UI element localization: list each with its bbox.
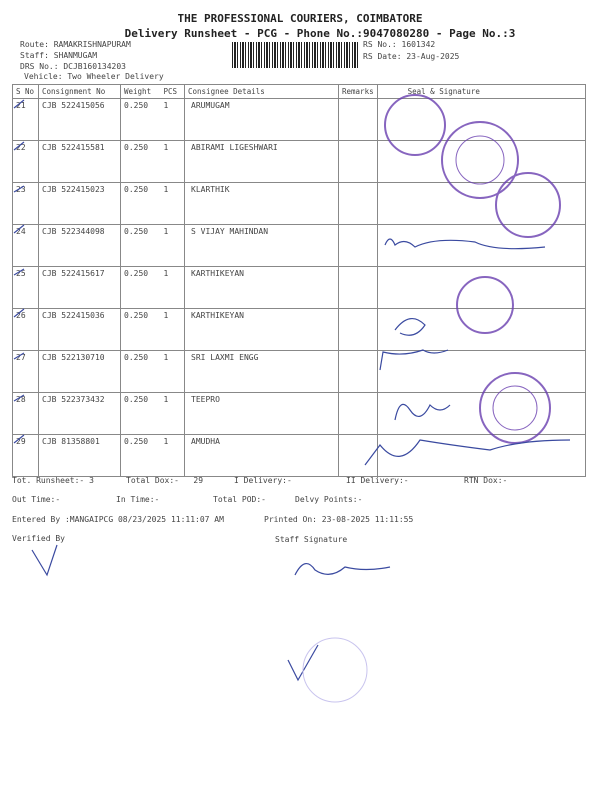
rs-date: RS Date: 23-Aug-2025 <box>363 52 460 61</box>
rs-no: RS No.: 1601342 <box>363 40 436 49</box>
cell-remarks <box>338 140 378 183</box>
runsheet-table: S No Consignment No Weight PCS Consignee… <box>12 84 587 477</box>
barcode <box>232 42 358 68</box>
cell-consignment: CJB 522415056 <box>38 98 121 141</box>
entered-by: Entered By :MANGAIPCG 08/23/2025 11:11:0… <box>12 515 224 524</box>
signature-verified <box>31 544 58 577</box>
cell-consignee: ABIRAMI LIGESHWARI <box>184 140 339 183</box>
cell-consignee: ARUMUGAM <box>184 98 339 141</box>
verified-by: Verified By <box>12 534 65 543</box>
cell-consignment: CJB 81358801 <box>38 434 121 477</box>
cell-seal-signature <box>376 98 587 141</box>
cell-weight: 0.250 <box>120 266 161 309</box>
cell-consignee: KARTHIKEYAN <box>184 308 339 351</box>
cell-weight: 0.250 <box>120 392 161 435</box>
table-row: 23 CJB 522415023 0.250 1 KLARTHIK <box>12 182 587 225</box>
cell-weight: 0.250 <box>120 350 161 393</box>
company-name: THE PROFESSIONAL COURIERS, COIMBATORE <box>177 12 423 25</box>
runsheet-title: Delivery Runsheet - PCG - Phone No.:9047… <box>124 27 516 40</box>
cell-consignee: AMUDHA <box>184 434 339 477</box>
cell-weight: 0.250 <box>120 224 161 267</box>
printed-on: Printed On: 23-08-2025 11:11:55 <box>264 515 414 524</box>
table-row: 27 CJB 522130710 0.250 1 SRI LAXMI ENGG <box>12 350 587 393</box>
delvy-points: Delvy Points:- <box>295 495 363 504</box>
staff: Staff: SHANMUGAM <box>20 51 98 60</box>
cell-consignee: KLARTHIK <box>184 182 339 225</box>
cell-consignee: SRI LAXMI ENGG <box>184 350 339 393</box>
cell-consignment: CJB 522130710 <box>38 350 121 393</box>
stamp-eki-pumps <box>384 94 446 156</box>
table-row: 22 CJB 522415581 0.250 1 ABIRAMI LIGESHWARI <box>12 140 587 183</box>
cell-consignee: KARTHIKEYAN <box>184 266 339 309</box>
cell-consignment: CJB 522415036 <box>38 308 121 351</box>
cell-sno: 23 <box>12 182 39 225</box>
stamp-deekan-industries <box>441 121 519 199</box>
cell-consignee: TEEPRO <box>184 392 339 435</box>
signature-27 <box>379 349 449 371</box>
cell-seal-signature <box>376 350 587 393</box>
tot-runsheet: Tot. Runsheet:- 3 <box>12 476 94 485</box>
cell-weight: 0.250 <box>120 182 161 225</box>
cell-seal-signature <box>376 266 587 309</box>
col-weight: Weight <box>120 84 161 99</box>
col-seal: Seal & Signature <box>376 84 587 99</box>
out-time: Out Time:- <box>12 495 61 504</box>
stamp-security <box>495 172 561 238</box>
total-pod: Total POD:- <box>213 495 266 504</box>
stamp-teepro <box>479 372 551 444</box>
cell-seal-signature <box>376 308 587 351</box>
cell-remarks <box>338 392 378 435</box>
cell-seal-signature <box>376 182 587 225</box>
vehicle: Vehicle: Two Wheeler Delivery <box>24 72 164 81</box>
cell-pcs: 1 <box>160 182 185 225</box>
cell-pcs: 1 <box>160 140 185 183</box>
table-row: 26 CJB 522415036 0.250 1 KARTHIKEYAN <box>12 308 587 351</box>
in-time: In Time:- <box>116 495 160 504</box>
signature-28 <box>394 403 451 421</box>
cell-seal-signature <box>376 224 587 267</box>
total-dox: Total Dox:- 29 <box>126 476 204 485</box>
signature-26 <box>394 318 426 336</box>
cell-weight: 0.250 <box>120 308 161 351</box>
col-consignee: Consignee Details <box>184 84 339 99</box>
cell-pcs: 1 <box>160 308 185 351</box>
cell-remarks <box>338 350 378 393</box>
staff-signature-label: Staff Signature <box>275 535 348 544</box>
rtn-dox: RTN Dox:- <box>464 476 508 485</box>
signature-24 <box>384 238 546 250</box>
cell-consignee: S VIJAY MAHINDAN <box>184 224 339 267</box>
cell-pcs: 1 <box>160 224 185 267</box>
table-row: 25 CJB 522415617 0.250 1 KARTHIKEYAN <box>12 266 587 309</box>
cell-pcs: 1 <box>160 98 185 141</box>
table-row: 29 CJB 81358801 0.250 1 AMUDHA <box>12 434 587 477</box>
i-delivery: I Delivery:- <box>234 476 292 485</box>
ii-delivery: II Delivery:- <box>346 476 409 485</box>
cell-consignment: CJB 522373432 <box>38 392 121 435</box>
table-row: 28 CJB 522373432 0.250 1 TEEPRO <box>12 392 587 435</box>
table-row: 21 CJB 522415056 0.250 1 ARUMUGAM <box>12 98 587 141</box>
cell-weight: 0.250 <box>120 98 161 141</box>
stamp-industries <box>456 276 514 334</box>
cell-weight: 0.250 <box>120 434 161 477</box>
col-consignment: Consignment No <box>38 84 121 99</box>
cell-seal-signature <box>376 140 587 183</box>
cell-consignment: CJB 522415581 <box>38 140 121 183</box>
row-tick-marks <box>13 99 25 444</box>
cell-seal-signature <box>376 434 587 477</box>
signature-29 <box>364 439 571 466</box>
signature-staff <box>294 563 391 576</box>
drs-no: DRS No.: DCJB160134203 <box>20 62 126 71</box>
route: Route: RAMAKRISHNAPURAM <box>20 40 131 49</box>
cell-consignment: CJB 522415023 <box>38 182 121 225</box>
cell-weight: 0.250 <box>120 140 161 183</box>
cell-remarks <box>338 182 378 225</box>
